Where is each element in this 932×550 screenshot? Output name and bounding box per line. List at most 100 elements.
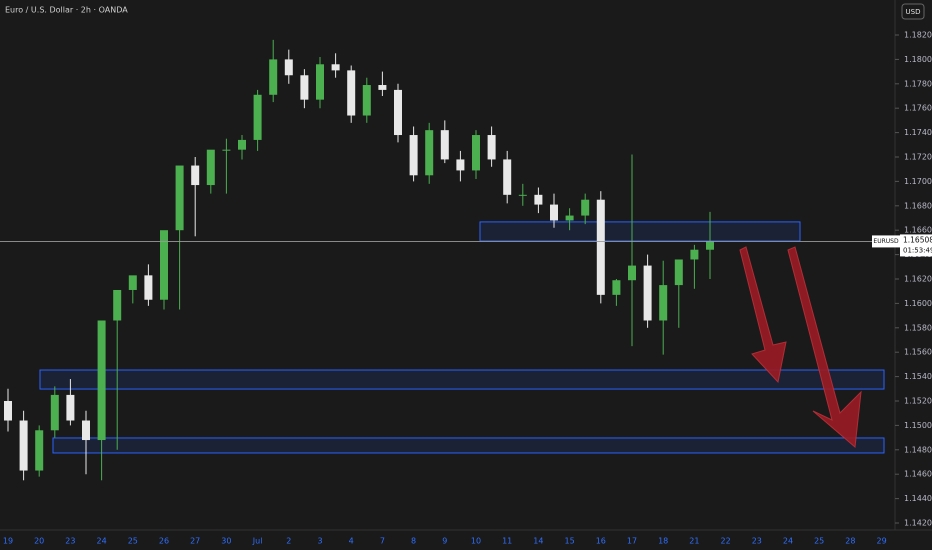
candle-body <box>284 59 293 76</box>
x-tick-label: 25 <box>814 537 824 546</box>
currency-button[interactable] <box>901 3 925 20</box>
y-tick-label: 1.18000 <box>904 55 932 64</box>
candle-body <box>191 165 200 186</box>
candle-body <box>534 194 543 205</box>
y-tick-label: 1.14600 <box>904 470 932 479</box>
y-tick-label: 1.17200 <box>904 153 932 162</box>
y-tick-label: 1.17000 <box>904 177 932 186</box>
symbol-label-bg <box>872 235 900 248</box>
candle-body <box>362 85 371 116</box>
candle-body <box>409 135 418 176</box>
candle-body <box>144 275 153 300</box>
y-tick-label: 1.15600 <box>904 348 932 357</box>
symbol-label: EURUSD <box>873 238 899 245</box>
candle-body <box>425 130 434 176</box>
candle-body <box>565 215 574 221</box>
zone <box>479 221 801 242</box>
y-tick-label: 1.14200 <box>904 519 932 528</box>
candle-body <box>659 285 668 321</box>
candle-body <box>66 394 75 421</box>
x-tick-label: 23 <box>65 537 75 546</box>
candle-body <box>160 230 168 300</box>
candle-body <box>82 420 90 441</box>
arrow <box>739 246 787 384</box>
candle-body <box>113 289 122 321</box>
x-tick-label: 23 <box>752 537 762 546</box>
candle-body <box>706 241 714 250</box>
candle-body <box>378 85 387 90</box>
candle-body <box>128 275 137 290</box>
x-tick-label: 3 <box>317 537 322 546</box>
x-tick-label: 29 <box>877 537 887 546</box>
x-tick-label: 20 <box>34 537 44 546</box>
countdown-label: 01:53:49 <box>903 246 932 254</box>
y-tick-label: 1.16600 <box>904 226 932 235</box>
candle-body <box>581 199 590 216</box>
candle-body <box>347 70 356 116</box>
chart-title: Euro / U.S. Dollar · 2h · OANDA <box>5 6 128 15</box>
y-tick-label: 1.14400 <box>904 494 932 503</box>
candle-body <box>269 59 278 95</box>
x-tick-label: 21 <box>689 537 699 546</box>
y-tick-label: 1.15400 <box>904 372 932 381</box>
candle-body <box>550 204 558 221</box>
y-tick-label: 1.16800 <box>904 201 932 210</box>
x-tick-label: 11 <box>502 537 512 546</box>
y-tick-label: 1.15800 <box>904 323 932 332</box>
candle-body <box>690 249 699 260</box>
x-tick-label: 18 <box>658 537 668 546</box>
y-tick-label: 1.16000 <box>904 299 932 308</box>
x-tick-label: 15 <box>565 537 575 546</box>
candle-body <box>472 135 480 171</box>
x-tick-label: 24 <box>97 537 107 546</box>
candle-body <box>175 165 184 231</box>
candle-body <box>97 320 106 441</box>
candle-body <box>50 394 59 431</box>
x-tick-label: 2 <box>286 537 291 546</box>
x-tick-label: 24 <box>783 537 793 546</box>
x-tick-label: 16 <box>596 537 606 546</box>
x-tick-label: 17 <box>627 537 637 546</box>
x-tick-label: 30 <box>221 537 231 546</box>
y-tick-label: 1.14800 <box>904 445 932 454</box>
plot <box>4 39 885 481</box>
candle-body <box>316 64 324 100</box>
y-tick-label: 1.17400 <box>904 128 932 137</box>
candle-body <box>394 89 402 136</box>
x-tick-label: 10 <box>471 537 481 546</box>
candle-body <box>4 401 12 421</box>
candle-body <box>206 149 215 186</box>
candle-body <box>331 64 340 71</box>
price-label-bg <box>900 234 932 257</box>
y-tick-label: 1.17800 <box>904 79 932 88</box>
candle-body <box>440 130 449 160</box>
candle-body <box>628 265 636 281</box>
x-tick-label: 25 <box>128 537 138 546</box>
price-label: 1.16508 <box>903 235 932 244</box>
zone <box>39 369 885 390</box>
x-tick-label: 27 <box>190 537 200 546</box>
candle-body <box>518 194 527 196</box>
currency-button-label[interactable]: USD <box>906 8 921 16</box>
zone <box>52 437 885 454</box>
candle-body <box>456 159 465 171</box>
x-tick-label: Jul <box>252 537 263 546</box>
x-tick-label: 8 <box>411 537 416 546</box>
candle-body <box>19 420 28 471</box>
arrow <box>787 246 862 448</box>
candle-body <box>222 149 231 151</box>
candle-body <box>643 265 652 321</box>
y-tick-label: 1.17600 <box>904 104 932 113</box>
y-tick-label: 1.15000 <box>904 421 932 430</box>
x-tick-label: 19 <box>3 537 13 546</box>
candle-body <box>503 159 512 195</box>
y-tick-label: 1.18200 <box>904 31 932 40</box>
candle-body <box>612 280 621 295</box>
x-tick-label: 7 <box>380 537 385 546</box>
candle-body <box>238 139 246 150</box>
x-tick-label: 9 <box>442 537 447 546</box>
y-tick-label: 1.15200 <box>904 397 932 406</box>
candle-body <box>487 135 496 160</box>
